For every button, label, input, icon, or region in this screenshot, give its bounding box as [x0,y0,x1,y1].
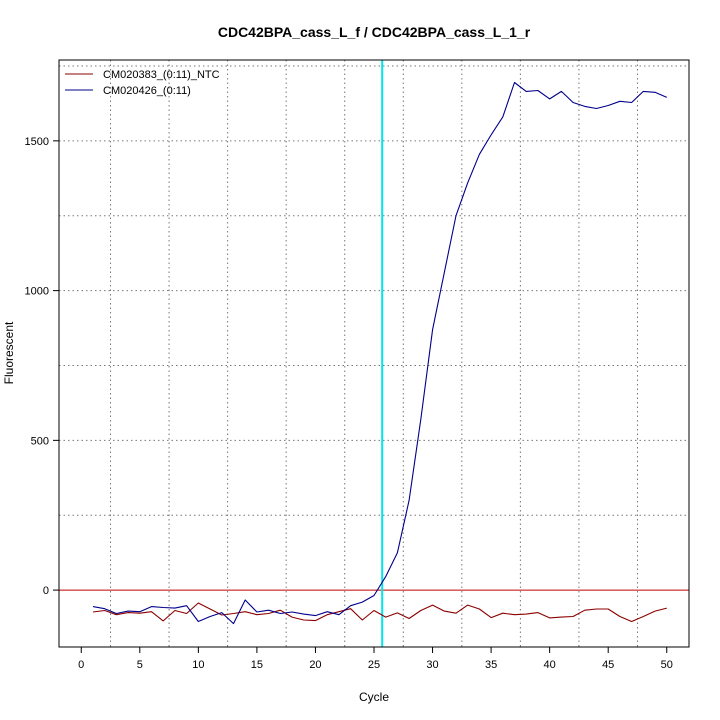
x-tick-label: 40 [544,659,556,671]
x-tick-label: 0 [78,659,84,671]
y-tick-label: 1000 [25,286,49,298]
series-lines [92,81,668,625]
x-tick-label: 35 [485,659,497,671]
x-tick-label: 5 [137,659,143,671]
legend-label-2: CM020426_(0:11) [103,85,191,97]
x-axis-label: Cycle [359,690,389,704]
grid [59,60,689,647]
x-tick-label: 30 [426,659,438,671]
y-tick-label: 1500 [25,136,49,148]
x-axis: 0 5 10 15 20 25 30 35 40 45 50 [78,646,673,671]
reference-lines [59,60,689,647]
x-tick-label: 15 [251,659,263,671]
series-line-2 [92,81,668,625]
plot-frame [58,59,690,648]
x-tick-label: 25 [368,659,380,671]
x-tick-label: 20 [309,659,321,671]
y-tick-label: 0 [43,585,49,597]
legend: CM020383_(0:11)_NTC CM020426_(0:11) [65,69,220,97]
chart-title: CDC42BPA_cass_L_f / CDC42BPA_cass_L_1_r [218,24,531,40]
series-line-1 [92,602,667,623]
y-axis: 0 500 1000 1500 [25,136,60,597]
x-tick-label: 45 [602,659,614,671]
y-tick-label: 500 [31,435,49,447]
x-tick-label: 10 [192,659,204,671]
y-axis-label: Fluorescent [2,321,16,384]
legend-label-1: CM020383_(0:11)_NTC [103,69,220,81]
x-tick-label: 50 [661,659,673,671]
